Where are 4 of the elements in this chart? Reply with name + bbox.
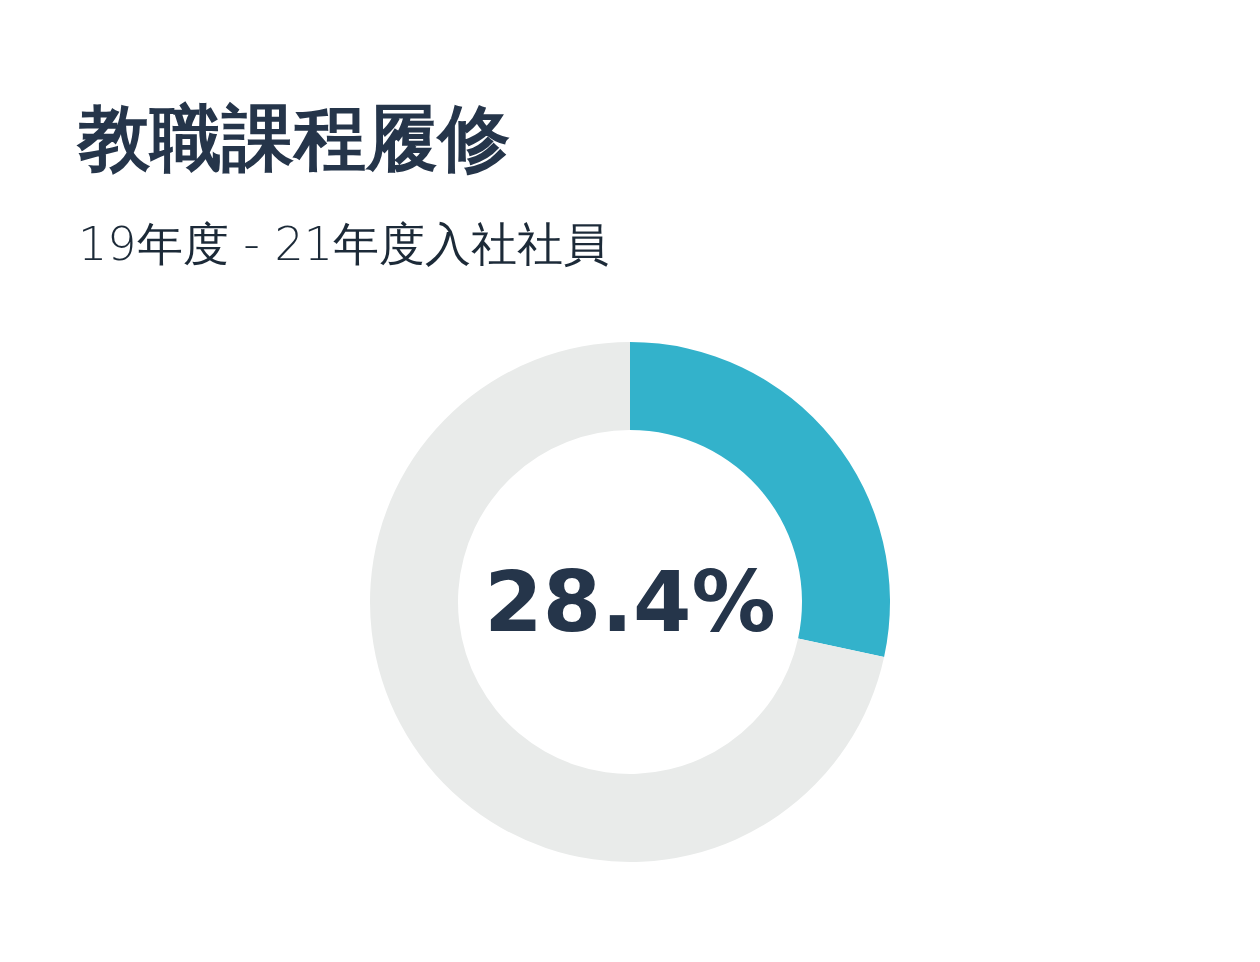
donut-slice bbox=[370, 342, 885, 862]
chart-subtitle: 19年度 - 21年度入社社員 bbox=[78, 217, 609, 271]
chart-title: 教職課程履修 bbox=[76, 96, 510, 180]
text: 28.4% bbox=[484, 553, 776, 651]
